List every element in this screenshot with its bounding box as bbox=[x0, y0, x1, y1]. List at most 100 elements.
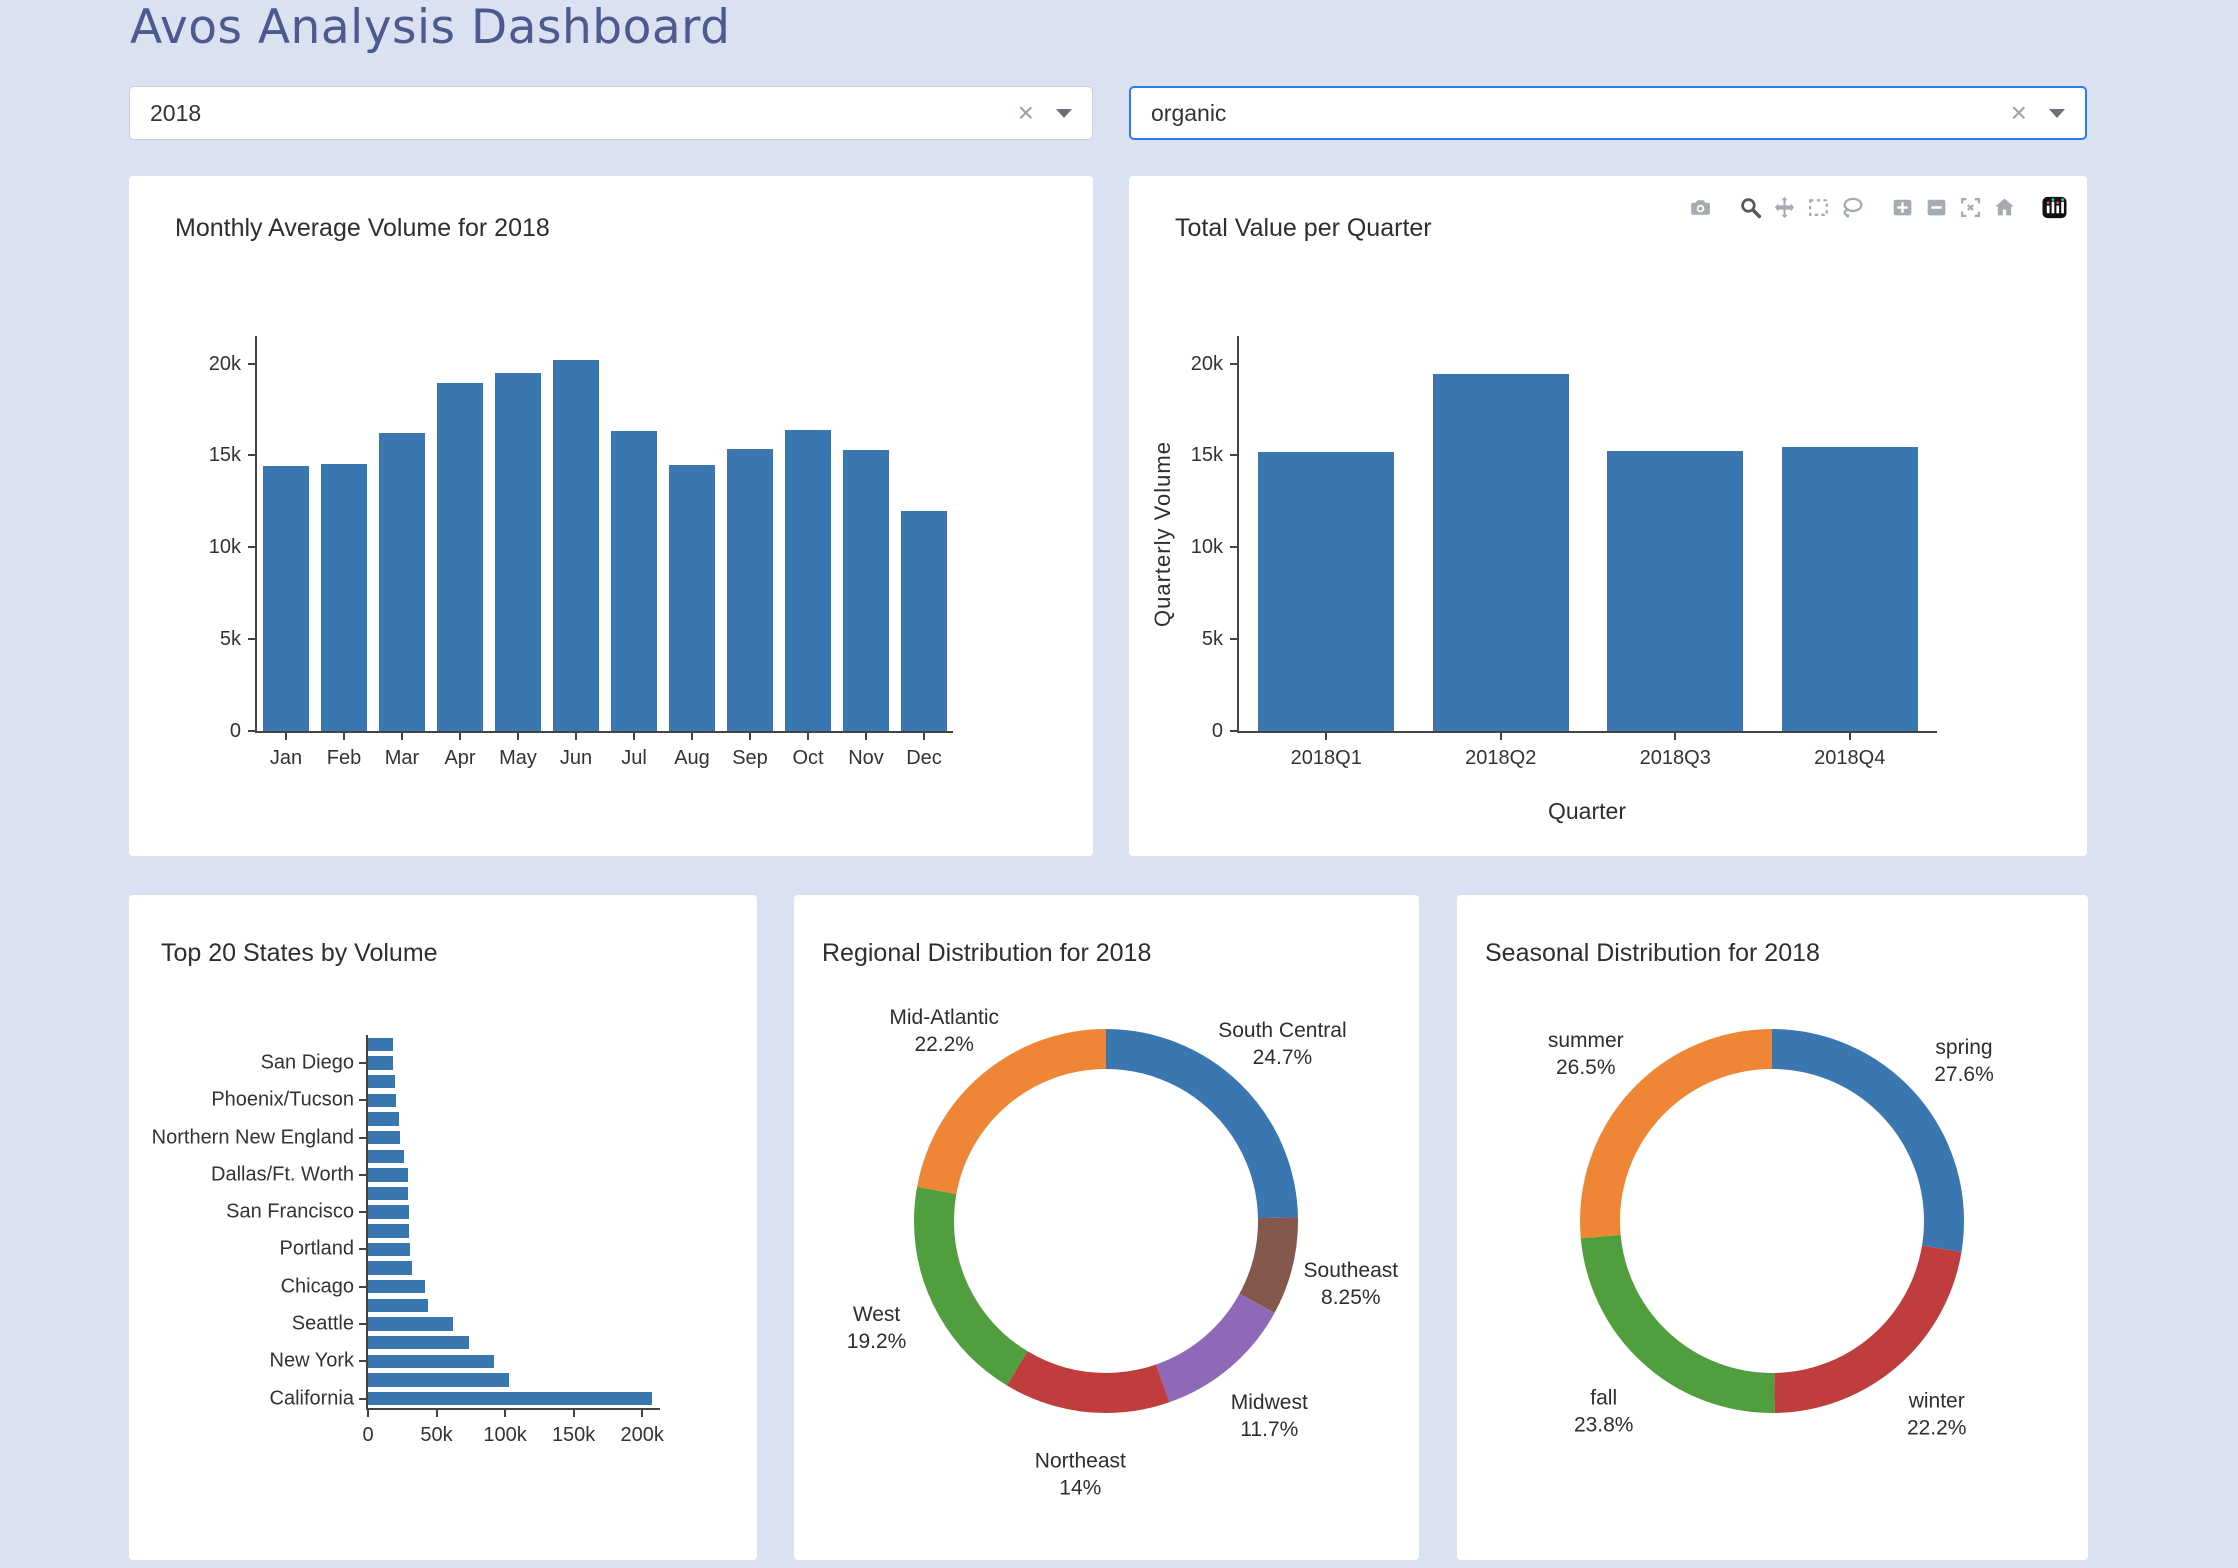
chevron-down-icon[interactable] bbox=[2049, 108, 2065, 118]
category-tick-label: Phoenix/Tucson bbox=[211, 1088, 354, 1111]
quarterly-value-card: Total Value per Quarter Quarterly Volume… bbox=[1129, 176, 2087, 856]
clear-icon[interactable]: × bbox=[1017, 97, 1034, 128]
bar bbox=[784, 429, 832, 731]
category-tick-label: California bbox=[269, 1387, 354, 1410]
category-tick-mark bbox=[359, 1360, 368, 1363]
autoscale-button[interactable] bbox=[1954, 192, 1986, 222]
bar bbox=[368, 1373, 510, 1387]
x-axis-tick-mark bbox=[367, 1408, 369, 1417]
category-tick-label: Dallas/Ft. Worth bbox=[211, 1163, 354, 1186]
bar bbox=[1607, 450, 1744, 731]
lasso-icon bbox=[1843, 197, 1862, 218]
x-axis-tick-label: 50k bbox=[420, 1424, 453, 1446]
bar bbox=[436, 382, 484, 731]
zoom-out-button[interactable] bbox=[1920, 192, 1952, 222]
y-axis-tick-label: 0 bbox=[1211, 720, 1223, 742]
pie-label: Northeast 14% bbox=[1035, 1450, 1126, 1500]
chart-title: Monthly Average Volume for 2018 bbox=[175, 214, 550, 242]
x-axis-tick-mark bbox=[1674, 731, 1677, 740]
x-axis-tick-mark bbox=[865, 731, 867, 740]
x-axis-tick-mark bbox=[1499, 731, 1502, 740]
x-axis-tick-label: Apr bbox=[444, 747, 476, 769]
category-tick-mark bbox=[359, 1323, 368, 1326]
zoom-in-button[interactable] bbox=[1886, 192, 1918, 222]
x-axis-tick-label: Jul bbox=[621, 747, 647, 769]
plotly-logo-button[interactable] bbox=[2038, 192, 2070, 222]
x-axis-tick-mark bbox=[435, 1408, 438, 1417]
year-dropdown[interactable]: 2018 × bbox=[129, 86, 1093, 140]
x-axis-tick-mark bbox=[343, 731, 345, 740]
page-title: Avos Analysis Dashboard bbox=[130, 0, 731, 55]
y-axis-tick-mark bbox=[1230, 454, 1239, 457]
year-dropdown-value: 2018 bbox=[150, 99, 202, 126]
y-axis-tick-label: 20k bbox=[1190, 352, 1223, 375]
pan-button[interactable] bbox=[1768, 192, 1800, 222]
category-tick-mark bbox=[359, 1285, 368, 1288]
bar bbox=[368, 1391, 652, 1406]
bar bbox=[368, 1354, 495, 1369]
category-tick-mark bbox=[359, 1136, 368, 1139]
download-plot-button[interactable] bbox=[1684, 192, 1716, 222]
bar bbox=[378, 433, 426, 731]
category-tick-mark bbox=[359, 1397, 368, 1400]
x-axis-tick-mark bbox=[641, 1408, 644, 1417]
bar bbox=[368, 1242, 410, 1257]
x-axis-tick-mark bbox=[1848, 731, 1851, 740]
pie-slice-northeast bbox=[914, 1029, 1298, 1413]
zoom-button[interactable] bbox=[1734, 192, 1766, 222]
chevron-down-icon[interactable] bbox=[1056, 108, 1072, 118]
box-select-button[interactable] bbox=[1802, 192, 1834, 222]
y-axis-tick-label: 10k bbox=[208, 536, 241, 559]
x-axis-tick-label: Nov bbox=[848, 747, 884, 769]
bar bbox=[368, 1298, 429, 1313]
autoscale-icon bbox=[1960, 197, 1980, 217]
bar bbox=[368, 1205, 409, 1219]
bar bbox=[368, 1112, 399, 1126]
pie-slice-summer bbox=[1580, 1029, 1964, 1413]
x-axis-tick-mark bbox=[749, 731, 751, 740]
type-dropdown[interactable]: organic × bbox=[1129, 86, 2087, 140]
bar bbox=[262, 466, 310, 731]
y-axis-tick-mark bbox=[248, 638, 257, 641]
bar bbox=[368, 1056, 394, 1070]
x-axis-tick-mark bbox=[633, 731, 635, 740]
bar bbox=[900, 510, 948, 731]
x-axis-title: Quarter bbox=[1548, 798, 1626, 824]
y-axis-tick-label: 5k bbox=[1201, 628, 1223, 651]
pie-label: winter 22.2% bbox=[1907, 1390, 1967, 1440]
x-axis-tick-mark bbox=[923, 731, 925, 740]
bar bbox=[368, 1317, 453, 1331]
bar bbox=[368, 1261, 412, 1275]
seasonal-distribution-card: Seasonal Distribution for 2018 spring 27.… bbox=[1457, 895, 2088, 1560]
x-axis-tick-label: Oct bbox=[792, 747, 824, 769]
x-axis-tick-label: 150k bbox=[551, 1424, 596, 1446]
y-axis-tick-mark bbox=[248, 362, 257, 365]
pie-label: Mid-Atlantic 22.2% bbox=[889, 1006, 999, 1056]
x-axis-tick-label: 2018Q2 bbox=[1465, 747, 1537, 769]
pie-slice-west bbox=[914, 1029, 1298, 1413]
reset-axes-button[interactable] bbox=[1988, 192, 2020, 222]
quarterly-value-plot: 0 5k 10k 15k 20k 2018Q1 2018Q2 2018Q3 2018Q4 bbox=[1191, 336, 1937, 769]
zoom-in-icon bbox=[1893, 199, 1911, 215]
pie-slice-southeast bbox=[914, 1029, 1298, 1413]
y-axis-tick-mark bbox=[248, 454, 257, 457]
bar bbox=[494, 372, 542, 731]
chart-title: Seasonal Distribution for 2018 bbox=[1485, 939, 1820, 967]
x-axis-tick-label: Dec bbox=[906, 747, 942, 769]
pie-label: fall 23.8% bbox=[1574, 1387, 1634, 1437]
lasso-select-button[interactable] bbox=[1836, 192, 1868, 222]
bar bbox=[552, 359, 600, 731]
chart-title: Regional Distribution for 2018 bbox=[822, 939, 1152, 967]
y-axis-tick-label: 15k bbox=[1190, 444, 1223, 467]
x-axis-tick-label: Aug bbox=[674, 747, 710, 769]
y-axis-title: Quarterly Volume bbox=[1150, 441, 1175, 628]
y-axis-tick-label: 0 bbox=[229, 720, 241, 742]
y-axis-tick-mark bbox=[1230, 546, 1239, 549]
bar bbox=[368, 1093, 396, 1107]
clear-icon[interactable]: × bbox=[2010, 97, 2027, 128]
bar bbox=[368, 1224, 410, 1238]
x-axis-tick-mark bbox=[401, 731, 403, 740]
x-axis-tick-label: Jan bbox=[269, 747, 303, 769]
category-tick-label: Chicago bbox=[280, 1275, 354, 1298]
